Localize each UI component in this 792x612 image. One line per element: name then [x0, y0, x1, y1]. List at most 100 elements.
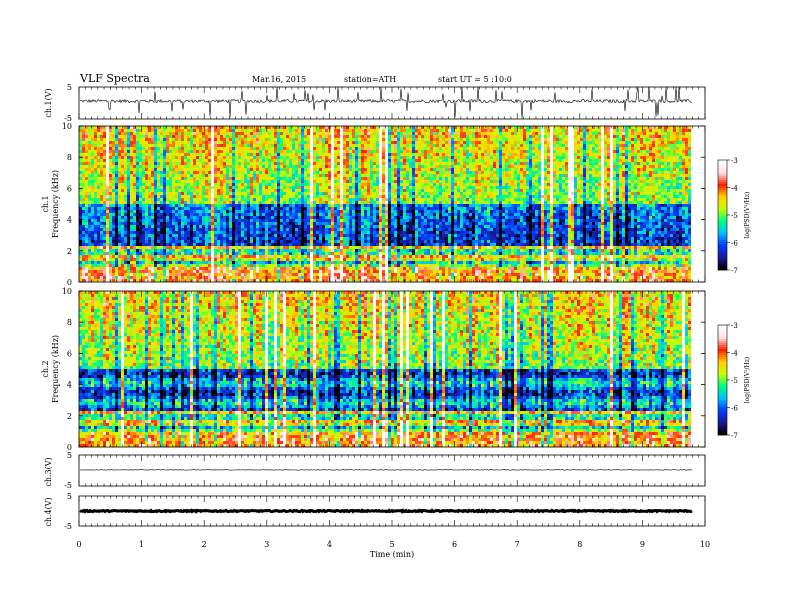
spectrogram-cell — [487, 192, 490, 196]
spectrogram-cell — [79, 150, 82, 154]
spectrogram-cell — [547, 183, 550, 187]
spectrogram-cell — [118, 129, 121, 133]
spectrogram-cell — [160, 174, 163, 178]
spectrogram-cell — [472, 165, 475, 169]
spectrogram-cell — [490, 159, 493, 163]
spectrogram-cell — [202, 138, 205, 142]
spectrogram-cell — [280, 159, 283, 163]
spectrogram-cell — [223, 126, 226, 130]
spectrogram-cell — [115, 162, 118, 166]
spectrogram-cell — [451, 147, 454, 151]
spectrogram-cell — [313, 138, 316, 142]
spectrogram-cell — [307, 159, 310, 163]
spectrogram-cell — [232, 147, 235, 151]
spectrogram-cell — [625, 138, 628, 142]
spectrogram-cell — [622, 180, 625, 184]
spectrogram-cell — [181, 177, 184, 181]
spectrogram-cell — [190, 144, 193, 148]
spectrogram-cell — [172, 198, 175, 202]
spectrogram-cell — [580, 180, 583, 184]
spectrogram-cell — [664, 132, 667, 136]
spectrogram-cell — [472, 174, 475, 178]
spectrogram-cell — [355, 180, 358, 184]
spectrogram-cell — [532, 180, 535, 184]
spectrogram-cell — [619, 168, 622, 172]
spectrogram-cell — [427, 129, 430, 133]
spectrogram-cell — [406, 177, 409, 181]
spectrogram-cell — [385, 126, 388, 130]
spectrogram-cell — [271, 168, 274, 172]
spectrogram-cell — [598, 180, 601, 184]
spectrogram-cell — [364, 150, 367, 154]
spectrogram-cell — [511, 189, 514, 193]
spectrogram-cell — [319, 174, 322, 178]
spectrogram-cell — [652, 159, 655, 163]
spectrogram-cell — [346, 144, 349, 148]
spectrogram-cell — [106, 135, 109, 139]
spectrogram-cell — [184, 159, 187, 163]
spectrogram-cell — [481, 156, 484, 160]
spectrogram-cell — [256, 189, 259, 193]
spectrogram-cell — [100, 189, 103, 193]
spectrogram-cell — [94, 168, 97, 172]
spectrogram-cell — [679, 162, 682, 166]
spectrogram-cell — [553, 177, 556, 181]
spectrogram-cell — [553, 129, 556, 133]
spectrogram-cell — [169, 180, 172, 184]
spectrogram-cell — [172, 168, 175, 172]
spectrogram-cell — [133, 198, 136, 202]
spectrogram-cell — [442, 171, 445, 175]
spectrogram-cell — [148, 174, 151, 178]
spectrogram-cell — [361, 195, 364, 199]
spectrogram-cell — [520, 150, 523, 154]
spectrogram-cell — [121, 150, 124, 154]
spectrogram-cell — [343, 138, 346, 142]
spectrogram-cell — [172, 180, 175, 184]
spectrogram-cell — [442, 132, 445, 136]
spectrogram-cell — [163, 156, 166, 160]
spectrogram-cell — [496, 156, 499, 160]
spectrogram-cell — [133, 168, 136, 172]
spectrogram-cell — [241, 132, 244, 136]
spectrogram-cell — [391, 186, 394, 190]
spectrogram-cell — [469, 129, 472, 133]
spectrogram-cell — [304, 150, 307, 154]
spectrogram-cell — [211, 168, 214, 172]
spectrogram-cell — [79, 135, 82, 139]
spectrogram-cell — [367, 132, 370, 136]
spectrogram-cell — [547, 159, 550, 163]
spectrogram-cell — [397, 132, 400, 136]
spectrogram-cell — [244, 168, 247, 172]
spectrogram-cell — [586, 135, 589, 139]
spectrogram-cell — [304, 135, 307, 139]
spectrogram-cell — [316, 195, 319, 199]
spectrogram-cell — [670, 177, 673, 181]
spectrogram-cell — [559, 141, 562, 145]
spectrogram-cell — [88, 198, 91, 202]
spectrogram-cell — [106, 129, 109, 133]
spectrogram-cell — [142, 183, 145, 187]
spectrogram-cell — [268, 129, 271, 133]
spectrogram-cell — [181, 198, 184, 202]
spectrogram-cell — [469, 135, 472, 139]
spectrogram-cell — [391, 156, 394, 160]
spectrogram-cell — [376, 141, 379, 145]
spectrogram-cell — [409, 141, 412, 145]
spectrogram-cell — [442, 189, 445, 193]
spectrogram-cell — [370, 144, 373, 148]
spectrogram-cell — [286, 183, 289, 187]
spectrogram-cell — [151, 189, 154, 193]
spectrogram-cell — [253, 177, 256, 181]
spectrogram-cell — [340, 198, 343, 202]
spectrogram-cell — [208, 165, 211, 169]
spectrogram-cell — [355, 192, 358, 196]
spectrogram-cell — [631, 171, 634, 175]
spectrogram-cell — [442, 195, 445, 199]
spectrogram-cell — [88, 156, 91, 160]
spectrogram-cell — [385, 180, 388, 184]
spectrogram-cell — [454, 138, 457, 142]
spectrogram-cell — [148, 189, 151, 193]
spectrogram-cell — [544, 132, 547, 136]
spectrogram-cell — [157, 141, 160, 145]
spectrogram-cell — [322, 156, 325, 160]
